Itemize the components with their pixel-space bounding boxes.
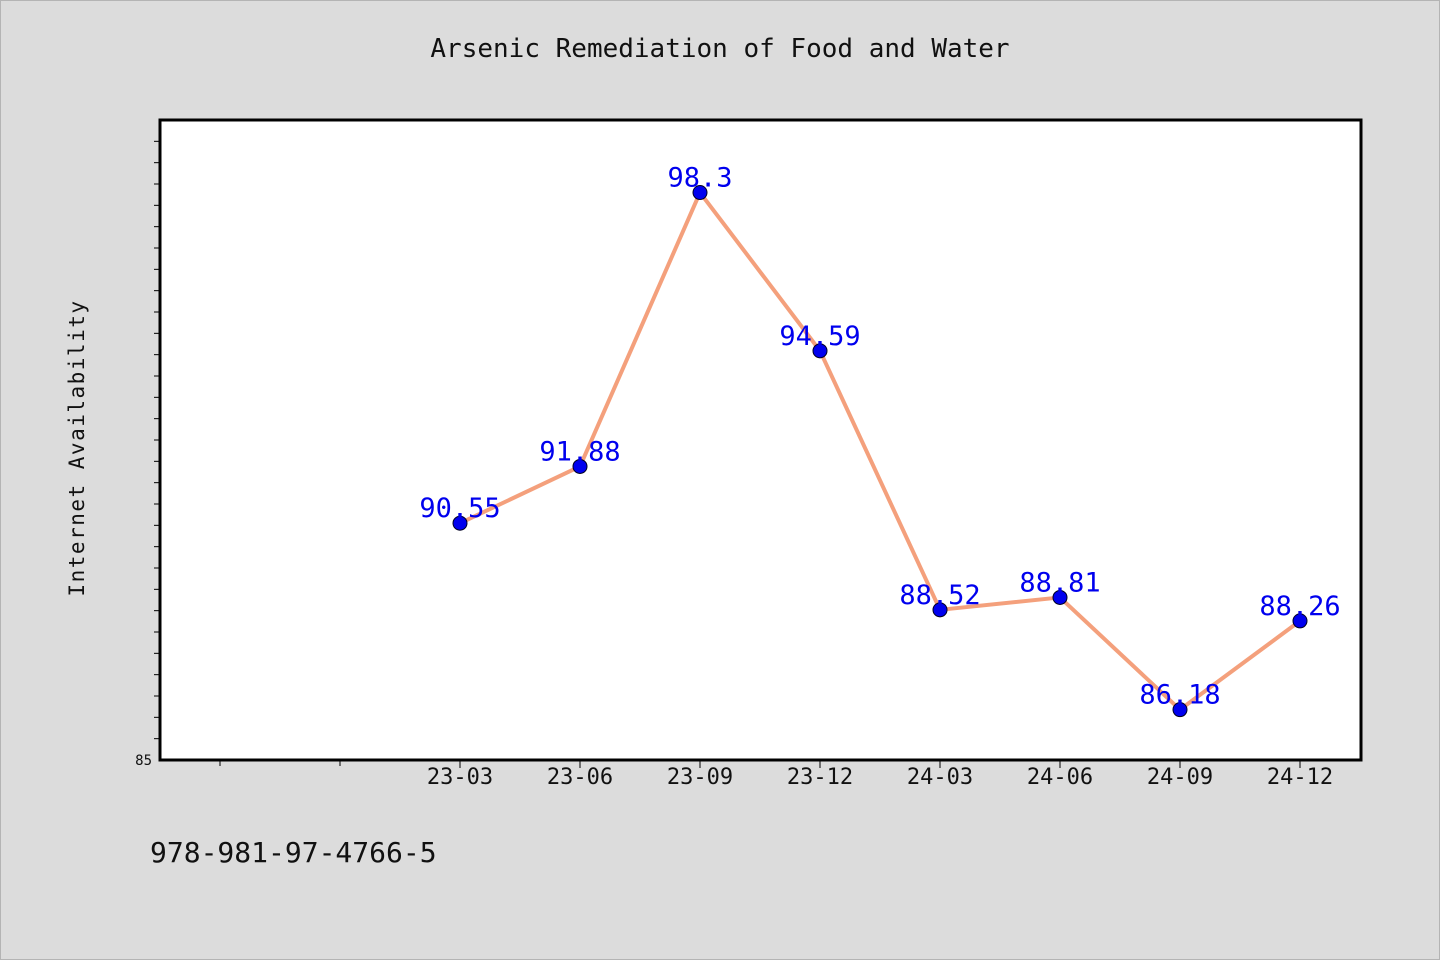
isbn-footer: 978-981-97-4766-5 bbox=[150, 836, 437, 869]
data-label: 86.18 bbox=[1139, 680, 1220, 711]
data-label: 88.26 bbox=[1259, 591, 1340, 622]
data-point bbox=[1172, 702, 1188, 718]
x-tick-label: 23-12 bbox=[787, 765, 853, 790]
data-point bbox=[572, 458, 588, 474]
data-label: 88.52 bbox=[899, 580, 980, 611]
x-tick-label: 23-09 bbox=[667, 765, 733, 790]
y-tick-label: 85 bbox=[135, 753, 152, 769]
data-point bbox=[812, 343, 828, 359]
x-tick-label: 24-06 bbox=[1027, 765, 1093, 790]
x-tick-label: 23-06 bbox=[547, 765, 613, 790]
x-tick-label: 23-03 bbox=[427, 765, 493, 790]
data-label: 90.55 bbox=[419, 493, 500, 524]
series-line bbox=[458, 190, 1302, 712]
data-point bbox=[932, 602, 948, 618]
x-tick-label: 24-12 bbox=[1267, 765, 1333, 790]
data-point bbox=[452, 515, 468, 531]
x-tick-label: 24-03 bbox=[907, 765, 973, 790]
data-point bbox=[1292, 613, 1308, 629]
data-label: 88.81 bbox=[1019, 567, 1100, 598]
data-label: 98.3 bbox=[667, 163, 732, 194]
plot-area bbox=[158, 118, 1363, 762]
data-point bbox=[1052, 589, 1068, 605]
data-label: 94.59 bbox=[779, 321, 860, 352]
x-tick-label: 24-09 bbox=[1147, 765, 1213, 790]
data-point bbox=[692, 185, 708, 201]
chart-title: Arsenic Remediation of Food and Water bbox=[430, 34, 1010, 64]
data-label: 91.88 bbox=[539, 436, 620, 467]
